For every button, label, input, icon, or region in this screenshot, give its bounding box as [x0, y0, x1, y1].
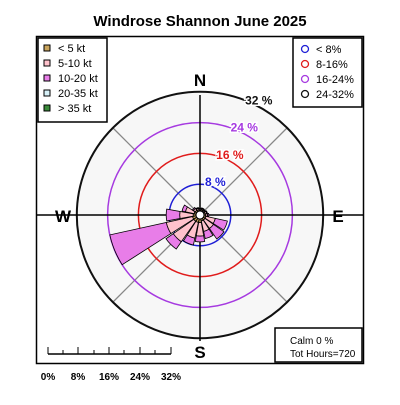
scale-bar-label-0: 0% — [41, 372, 56, 383]
petal-247.5-speed-2 — [109, 221, 172, 266]
ring-legend-marker-0 — [300, 44, 310, 54]
speed-legend-label-4: > 35 kt — [58, 103, 91, 115]
cardinal-west-label: W — [55, 207, 72, 226]
speed-legend-swatch-2 — [43, 74, 51, 82]
total-hours-text: Tot Hours=720 — [290, 349, 356, 360]
petal-180-speed-2 — [194, 235, 206, 243]
calm-centre — [195, 210, 205, 220]
ring-legend-label-1: 8-16% — [316, 59, 348, 71]
petal-157.5-speed-2 — [203, 228, 214, 240]
speed-legend-swatch-3 — [43, 89, 51, 97]
plot-frame — [35, 35, 365, 365]
ring-label-24: 24 % — [231, 121, 259, 135]
ring-legend-marker-3 — [300, 89, 310, 99]
cardinal-east-label: E — [332, 207, 343, 226]
speed-legend-label-1: 5-10 kt — [58, 58, 92, 70]
cardinal-south-label: S — [194, 343, 205, 362]
petal-135-speed-2 — [208, 223, 225, 240]
ring-legend: < 8% 8-16% 16-24% 24-32% — [292, 37, 363, 108]
ring-label-16: 16 % — [216, 148, 244, 162]
speed-legend-label-0: < 5 kt — [58, 43, 85, 55]
speed-legend-swatch-4 — [43, 104, 51, 112]
petal-202.5-speed-2 — [182, 234, 196, 246]
speed-legend-swatch-0 — [43, 44, 51, 52]
summary-box-frame — [274, 327, 363, 363]
ring-legend-box — [292, 37, 363, 108]
ring-legend-marker-2 — [300, 74, 310, 84]
speed-legend-swatch-1 — [43, 59, 51, 67]
ring-legend-label-2: 16-24% — [316, 74, 354, 86]
petal-90-speed-2 — [207, 213, 210, 217]
scale-bar-label-4: 32% — [161, 372, 181, 383]
chart-title: Windrose Shannon June 2025 — [93, 13, 306, 30]
ring-labels: 8 % 16 % 24 % 32 % — [204, 92, 275, 191]
petal-270-speed-2 — [165, 208, 181, 222]
scale-bar-label-3: 24% — [130, 372, 150, 383]
scale-bar: 0% 8% 16% 24% 32% — [41, 347, 181, 383]
ring-legend-marker-1 — [300, 59, 310, 69]
summary-box: Calm 0 % Tot Hours=720 — [274, 327, 363, 363]
calm-text: Calm 0 % — [290, 336, 333, 347]
petal-337.5-speed-2 — [195, 207, 199, 210]
speed-legend-label-2: 10-20 kt — [58, 73, 98, 85]
petal-315-speed-2 — [191, 206, 196, 211]
scale-bar-label-1: 8% — [71, 372, 86, 383]
speed-legend-label-3: 20-35 kt — [58, 88, 98, 100]
cardinal-north-label: N — [194, 71, 206, 90]
wind-petals — [109, 204, 228, 266]
speed-legend: < 5 kt 5-10 kt 10-20 kt 20-35 kt > 35 kt — [37, 37, 108, 123]
ring-label-32: 32 % — [245, 93, 273, 107]
petal-0-speed-2 — [198, 207, 202, 210]
ring-legend-label-0: < 8% — [316, 44, 342, 56]
ring-legend-label-3: 24-32% — [316, 89, 354, 101]
ring-label-8: 8 % — [205, 175, 226, 189]
petal-225-speed-2 — [165, 233, 182, 250]
petal-292.5-speed-2 — [181, 204, 188, 213]
petal-112.5-speed-2 — [212, 217, 228, 231]
scale-bar-label-2: 16% — [99, 372, 119, 383]
